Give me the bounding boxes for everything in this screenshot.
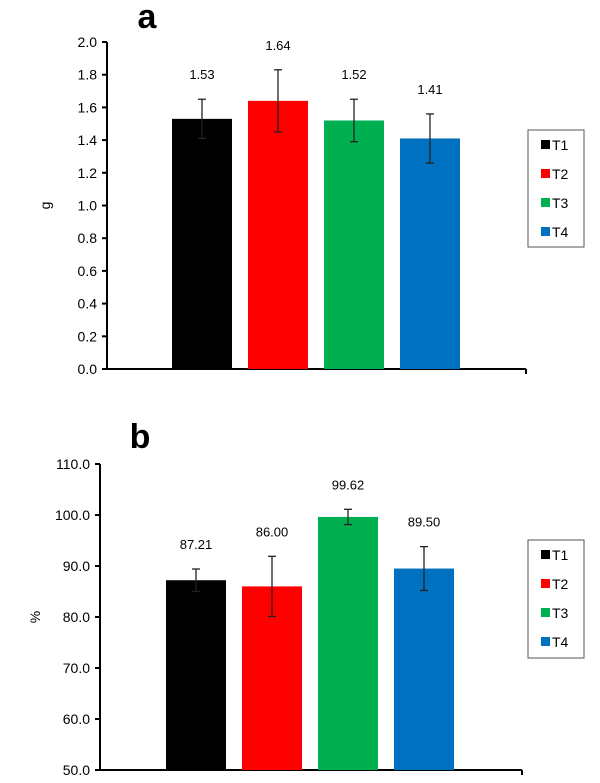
bar-T3: [318, 516, 378, 770]
legend-swatch-T1: [541, 550, 550, 559]
legend: T1 T2 T3 T4: [527, 539, 585, 659]
y-tick-label: 0.4: [78, 296, 98, 312]
data-label: 87.21: [180, 537, 213, 552]
y-tick-label: 1.4: [78, 132, 98, 148]
bar-T4: [394, 568, 454, 770]
data-label: 1.64: [265, 38, 290, 53]
bar-T1: [166, 580, 226, 770]
y-tick-label: 70.0: [63, 660, 90, 676]
y-tick-label: 0.6: [78, 263, 98, 279]
legend-swatch-T3: [541, 608, 550, 617]
chart-panel-b: b 50.0 60.0 70.0 80.0 90.0 100.0 110.0% 87.21 86.…: [27, 418, 585, 778]
y-axis-label: %: [27, 611, 43, 623]
legend-swatch-T4: [541, 227, 550, 236]
bar-T3: [324, 120, 384, 369]
legend-label: T2: [552, 166, 569, 182]
legend-box: [527, 539, 585, 659]
y-tick-label: 2.0: [78, 34, 98, 50]
y-tick-label: 0.8: [78, 230, 98, 246]
y-tick-label: 90.0: [63, 558, 90, 574]
bar-T1: [172, 118, 232, 369]
legend-label: T3: [552, 605, 569, 621]
panel-label: a: [138, 0, 158, 36]
bar-T2: [248, 100, 308, 370]
data-label: 86.00: [256, 524, 289, 539]
legend-box: [527, 129, 585, 248]
bar-T4: [400, 138, 460, 369]
y-tick-label: 0.2: [78, 328, 98, 344]
y-tick-label: 1.6: [78, 99, 98, 115]
y-tick-label: 100.0: [55, 507, 90, 523]
data-label: 1.53: [189, 67, 214, 82]
legend-label: T4: [552, 634, 569, 650]
data-label: 99.62: [332, 477, 365, 492]
y-tick-label: 1.2: [78, 165, 98, 181]
y-tick-label: 1.8: [78, 67, 98, 83]
legend-swatch-T1: [541, 140, 550, 149]
data-label: 89.50: [408, 515, 441, 530]
data-label: 1.52: [341, 67, 366, 82]
legend-swatch-T2: [541, 579, 550, 588]
legend-label: T2: [552, 576, 569, 592]
legend-label: T1: [552, 547, 569, 563]
y-tick-label: 50.0: [63, 762, 90, 778]
legend-label: T3: [552, 195, 569, 211]
y-axis-label: g: [37, 202, 53, 210]
legend-swatch-T2: [541, 169, 550, 178]
legend-label: T1: [552, 137, 569, 153]
y-tick-label: 110.0: [56, 456, 90, 472]
legend-label: T4: [552, 224, 569, 240]
y-tick-label: 0.0: [78, 361, 98, 377]
panel-label: b: [130, 418, 151, 456]
y-tick-label: 60.0: [63, 711, 90, 727]
y-tick-label: 80.0: [63, 609, 90, 625]
chart-panel-a: a 0.0 0.2 0.4 0.6 0.8 1.0 1.2 1.4 1.6 1.8 2.0 g 1.53 1…: [37, 0, 585, 377]
legend: T1 T2 T3 T4: [527, 129, 585, 248]
legend-swatch-T3: [541, 198, 550, 207]
legend-swatch-T4: [541, 637, 550, 646]
data-label: 1.41: [417, 82, 442, 97]
y-tick-label: 1.0: [78, 198, 98, 214]
